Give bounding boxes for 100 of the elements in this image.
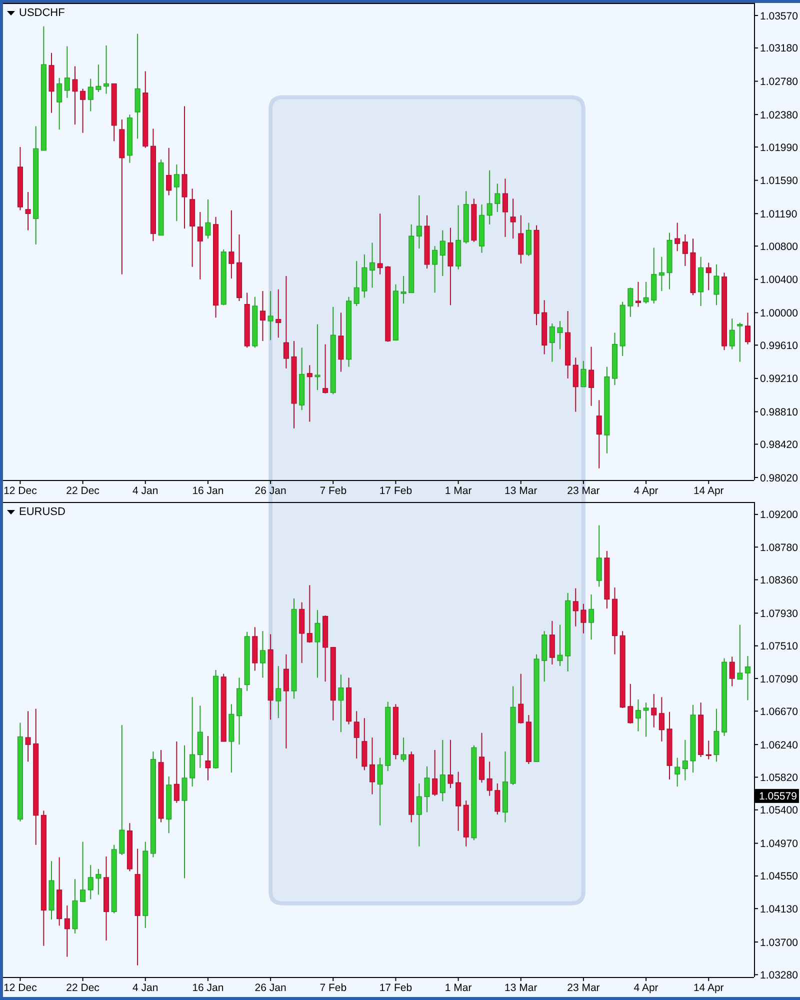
x-tick-label: 12 Dec [4,982,37,994]
candlestick [314,610,320,678]
y-tick-label: 1.03180 [760,42,798,55]
candlestick [635,281,641,308]
candlestick [478,732,485,784]
candlestick [580,360,586,388]
candlestick [518,673,524,724]
candlestick [588,594,594,640]
candlestick [306,584,312,644]
candlestick [714,264,720,306]
x-tick-label: 7 Feb [320,485,347,497]
candlestick [377,757,383,826]
candlestick [354,710,360,760]
y-tick-label: 1.05820 [760,772,798,784]
candlestick [80,841,86,902]
candlestick [440,230,446,277]
candlestick [588,346,594,406]
candlestick [549,620,555,665]
x-tick-label: 12 Dec [4,485,37,497]
x-tick-label: 13 Mar [504,485,538,497]
y-tick-label: 1.04970 [760,838,798,850]
candlestick [268,290,274,341]
candlestick [354,260,360,307]
x-tick-label: 16 Jan [192,982,224,994]
candlestick [486,761,492,796]
x-tick-label: 23 Mar [567,485,600,497]
candlestick [744,312,751,345]
x-tick-label: 7 Feb [320,982,347,994]
y-tick-label: 1.07510 [760,640,798,653]
x-tick-label: 22 Dec [66,982,100,994]
x-tick-label: 16 Jan [192,485,224,497]
x-tick-label: 26 Jan [254,982,286,994]
candlestick [205,736,211,781]
candlestick [658,696,664,742]
candlestick [369,242,376,288]
x-tick-label: 4 Jan [132,485,158,497]
x-tick-label: 23 Mar [567,982,600,994]
candlestick [80,88,86,134]
candlestick [557,624,563,667]
candlestick [572,357,578,412]
candlestick [400,737,406,762]
x-tick-label: 1 Mar [444,982,472,994]
candlestick [369,737,376,795]
candlestick [64,46,70,98]
candlestick [628,683,634,724]
candlestick [25,191,31,231]
candlestick [448,739,454,789]
candlestick [276,666,282,719]
x-tick-label: 17 Feb [379,982,412,994]
y-tick-label: 1.09200 [760,509,798,522]
candlestick [134,33,140,140]
x-tick-label: 26 Jan [254,485,286,497]
y-tick-label: 1.03570 [760,10,798,22]
candlestick [96,64,102,93]
y-tick-label: 1.00400 [760,274,798,286]
candlestick [25,710,31,762]
candlestick [494,782,500,816]
candlestick [276,288,282,338]
candlestick [557,320,563,350]
candlestick [205,198,211,240]
candlestick [72,66,78,126]
candlestick [502,178,508,238]
candlestick [674,222,680,252]
candlestick [197,705,203,768]
candlestick [737,624,743,680]
y-tick-label: 0.99610 [760,340,798,352]
candlestick [228,210,234,280]
y-tick-label: 0.99210 [760,373,798,386]
y-tick-label: 1.04550 [760,870,798,883]
y-tick-label: 1.01990 [760,142,798,154]
y-tick-label: 1.00800 [760,240,798,253]
candlestick [260,630,266,678]
x-tick-label: 4 Apr [634,982,659,994]
y-tick-label: 0.98420 [760,438,798,451]
y-tick-label: 1.08780 [760,542,798,554]
y-tick-label: 1.01590 [760,175,798,188]
candlestick [362,254,368,298]
candlestick [103,44,110,94]
candlestick [432,749,438,796]
candlestick [283,654,289,749]
candlestick [651,694,657,728]
candlestick [729,318,735,350]
candlestick [580,603,586,634]
candlestick [674,757,680,788]
candlestick [643,281,649,304]
candlestick [456,771,462,832]
candlestick [744,655,751,701]
candlestick [197,211,203,280]
candlestick [510,198,516,240]
candlestick [424,766,430,813]
candlestick [174,740,180,804]
candlestick [596,400,602,469]
candlestick [737,322,743,362]
x-tick-label: 4 Jan [132,982,158,994]
annotation: 1.05579 [759,790,798,803]
candlestick [635,698,641,732]
candlestick [322,344,328,394]
y-tick-label: 1.00000 [760,307,798,320]
y-tick-label: 1.02780 [760,76,798,88]
candlestick [88,78,94,112]
